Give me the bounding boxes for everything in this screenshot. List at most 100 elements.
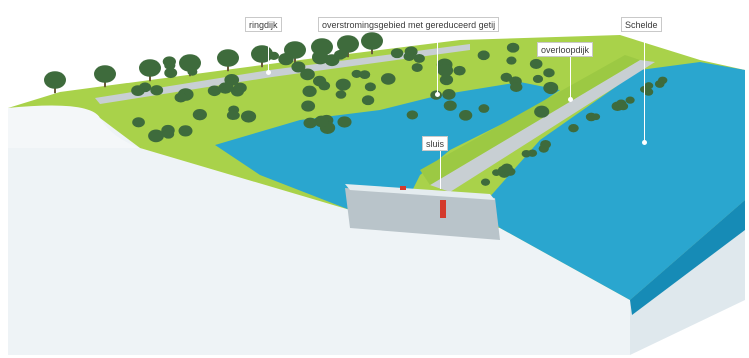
label-scheldt: Schelde xyxy=(621,17,662,32)
tree-group xyxy=(44,32,668,186)
sluice-gate xyxy=(440,200,446,218)
tree xyxy=(411,63,423,72)
tree xyxy=(618,102,629,111)
tree xyxy=(500,72,513,82)
flood-area-water xyxy=(215,82,560,210)
tree xyxy=(532,74,544,84)
tree xyxy=(380,73,396,85)
tree xyxy=(443,100,457,111)
dot-overflow-dike xyxy=(568,97,573,102)
tree xyxy=(534,105,550,118)
tree xyxy=(453,65,466,76)
tree xyxy=(268,51,280,61)
overflow-dike xyxy=(430,60,655,192)
label-overflow-dike: overloopdijk xyxy=(537,42,594,57)
tree xyxy=(510,82,523,93)
tree xyxy=(300,68,315,81)
tree xyxy=(406,110,419,120)
leader-sluice xyxy=(440,149,441,189)
tree xyxy=(543,68,555,78)
tree xyxy=(501,163,513,173)
tree xyxy=(442,89,456,100)
tree xyxy=(278,53,294,66)
tree xyxy=(361,95,375,106)
tree xyxy=(625,96,635,104)
tree xyxy=(94,65,116,83)
tree xyxy=(335,90,347,99)
tree xyxy=(403,51,415,61)
tree xyxy=(334,49,347,60)
tree xyxy=(478,104,490,113)
tree xyxy=(192,108,207,121)
label-flood-area: overstromingsgebied met gereduceerd geti… xyxy=(318,17,500,32)
tree xyxy=(459,110,473,121)
tree xyxy=(506,42,520,53)
tree xyxy=(148,129,164,143)
tree xyxy=(217,49,239,67)
leader-flood-area xyxy=(437,32,438,94)
tree xyxy=(233,82,247,94)
tree xyxy=(312,75,327,87)
dot-ringdijk xyxy=(266,70,271,75)
tree xyxy=(162,129,175,139)
tree xyxy=(413,53,425,63)
tree xyxy=(150,85,164,96)
tree xyxy=(240,110,257,123)
tree xyxy=(255,51,270,63)
leader-ringdijk xyxy=(268,32,269,72)
ringdijk-slope xyxy=(8,105,140,148)
sluice-channel xyxy=(345,188,500,240)
tree xyxy=(301,100,316,112)
label-ringdijk: ringdijk xyxy=(245,17,282,32)
tree xyxy=(364,82,376,92)
tree xyxy=(187,67,198,76)
tree xyxy=(538,144,549,153)
tree xyxy=(477,50,490,61)
label-sluice: sluis xyxy=(422,136,449,151)
tree xyxy=(361,32,383,50)
tree xyxy=(132,117,145,128)
tree xyxy=(506,56,517,65)
tree xyxy=(44,71,66,89)
tree xyxy=(335,78,351,91)
tree xyxy=(337,35,359,53)
dot-scheldt xyxy=(642,140,647,145)
sluice-deck xyxy=(345,184,495,200)
tree xyxy=(545,85,557,95)
tree xyxy=(314,115,329,128)
tree xyxy=(178,125,193,137)
leader-scheldt xyxy=(644,32,645,142)
tree xyxy=(568,123,579,133)
tree xyxy=(224,73,240,86)
tree xyxy=(359,70,371,80)
tree xyxy=(521,149,532,158)
tree xyxy=(179,54,201,72)
tree xyxy=(311,50,328,64)
tree xyxy=(291,61,306,73)
sluice-gate-small xyxy=(400,186,406,190)
tree xyxy=(226,110,239,121)
tree xyxy=(439,74,454,86)
tree xyxy=(302,85,317,98)
tree xyxy=(164,60,176,70)
scheldt-river xyxy=(480,62,745,300)
leader-overflow-dike xyxy=(570,57,571,99)
tree xyxy=(351,69,362,78)
tree xyxy=(644,82,654,90)
tree xyxy=(337,116,352,128)
tree xyxy=(303,117,317,129)
tree xyxy=(139,59,161,77)
tree xyxy=(658,76,668,85)
scheldt-front-face xyxy=(630,200,745,315)
tree xyxy=(223,83,234,92)
tree xyxy=(164,67,178,79)
tree xyxy=(174,92,188,103)
soil-left-face xyxy=(8,108,640,355)
tree xyxy=(591,113,601,121)
tree xyxy=(437,64,454,77)
tree xyxy=(529,58,543,69)
dot-flood-area xyxy=(435,92,440,97)
tree xyxy=(131,85,145,97)
